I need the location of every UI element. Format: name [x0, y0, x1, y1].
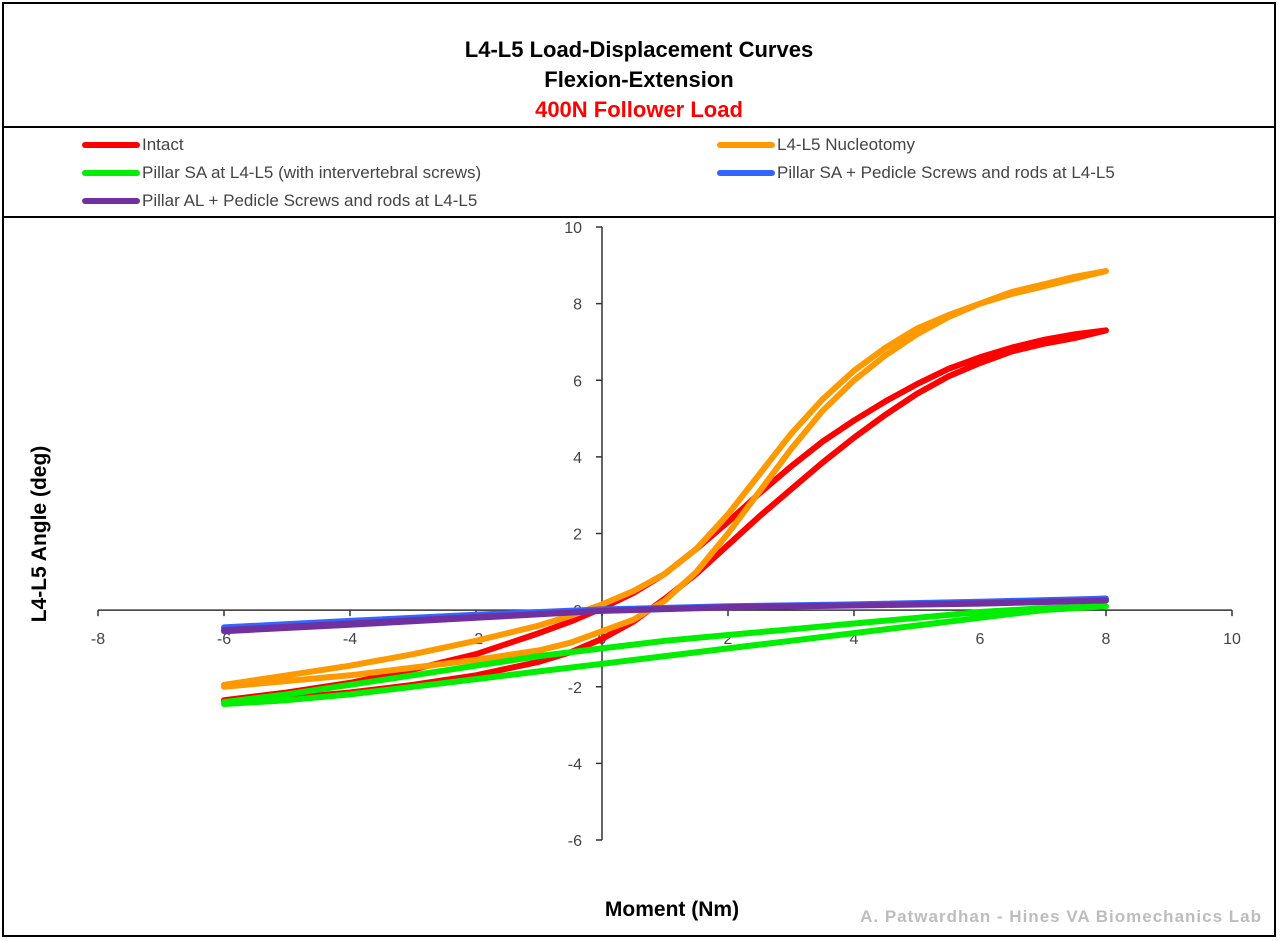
y-tick-label: -2 [568, 680, 582, 697]
y-tick-label: -4 [568, 756, 582, 773]
legend-label-intact: Intact [142, 135, 184, 154]
title-box: L4-L5 Load-Displacement Curves Flexion-E… [4, 4, 1274, 128]
x-tick-label: 10 [1223, 631, 1241, 648]
series-line-1 [221, 268, 1109, 690]
y-tick-label: 8 [573, 297, 582, 314]
legend-item-pillar-al-pedicle: Pillar AL + Pedicle Screws and rods at L… [82, 190, 477, 212]
legend-item-pillar-sa: Pillar SA at L4-L5 (with intervertebral … [82, 162, 481, 184]
y-tick-label: 10 [564, 220, 582, 237]
legend-item-nucleotomy: L4-L5 Nucleotomy [717, 134, 915, 156]
chart-subtitle: Flexion-Extension [544, 67, 734, 92]
chart-title: L4-L5 Load-Displacement Curves [464, 37, 814, 62]
legend-item-pillar-sa-pedicle: Pillar SA + Pedicle Screws and rods at L… [717, 162, 1115, 184]
legend-label-pillar-al-pedicle: Pillar AL + Pedicle Screws and rods at L… [142, 191, 478, 210]
legend-swatch-pillar-sa [82, 170, 140, 176]
x-tick-label: -6 [217, 631, 231, 648]
x-tick-label: -4 [343, 631, 357, 648]
legend-swatch-nucleotomy [717, 142, 775, 148]
y-tick-label: -6 [568, 833, 582, 850]
series-line-4 [221, 597, 1109, 635]
series-layer [221, 268, 1109, 707]
legend-label-pillar-sa: Pillar SA at L4-L5 (with intervertebral … [142, 163, 482, 182]
chart-subtitle-load: 400N Follower Load [535, 97, 743, 122]
legend-label-nucleotomy: L4-L5 Nucleotomy [777, 135, 915, 154]
series-line-2 [221, 603, 1109, 707]
x-tick-label: 2 [724, 631, 733, 648]
x-tick-label: 8 [1102, 631, 1111, 648]
legend-swatch-pillar-al-pedicle [82, 198, 140, 204]
legend-item-intact: Intact [82, 134, 184, 156]
x-axis-title: Moment (Nm) [605, 898, 739, 921]
legend-label-pillar-sa-pedicle: Pillar SA + Pedicle Screws and rods at L… [777, 163, 1115, 182]
legend-swatch-pillar-sa-pedicle [717, 170, 775, 176]
x-tick-label: -8 [91, 631, 105, 648]
watermark: A. Patwardhan - Hines VA Biomechanics La… [860, 907, 1262, 926]
y-tick-label: 2 [573, 527, 582, 544]
y-axis-title: L4-L5 Angle (deg) [28, 446, 51, 623]
x-tick-label: 6 [976, 631, 985, 648]
legend-swatch-intact [82, 142, 140, 148]
y-tick-label: 4 [573, 450, 582, 467]
x-tick-label: 4 [850, 631, 859, 648]
y-tick-label: 6 [573, 373, 582, 390]
legend: Intact L4-L5 Nucleotomy Pillar SA at L4-… [4, 128, 1274, 218]
